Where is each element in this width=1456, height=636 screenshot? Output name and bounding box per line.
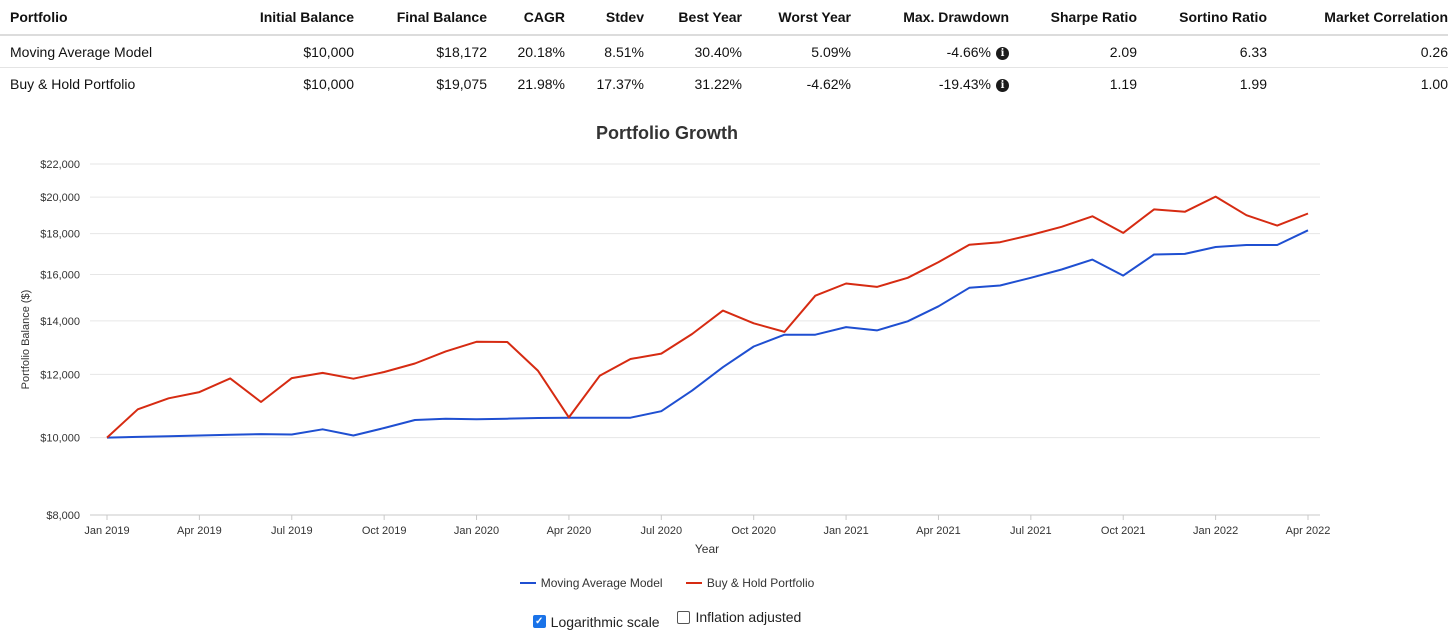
portfolio-growth-chart: $8,000 $10,000 $12,000 $14,000 $16,000 $18,00… xyxy=(20,159,1331,556)
x-tick-label: Oct 2021 xyxy=(1101,525,1146,537)
cell-portfolio: Buy & Hold Portfolio xyxy=(10,75,136,92)
series-line-buy-hold-portfolio xyxy=(106,195,1309,439)
y-tick-label: $10,000 xyxy=(40,433,80,445)
cell-sharpe-ratio: 2.09 xyxy=(1009,35,1137,68)
cell-max-drawdown: -4.66% i xyxy=(851,35,1009,68)
legend-label: Buy & Hold Portfolio xyxy=(706,576,815,590)
legend-item-buy-hold[interactable]: Buy & Hold Portfolio xyxy=(685,576,815,590)
max-drawdown-value: -19.43% xyxy=(938,75,991,92)
option-label: Logarithmic scale xyxy=(550,613,660,630)
cell-final-balance: $19,075 xyxy=(436,75,487,92)
cell-sortino-ratio: 1.99 xyxy=(1239,75,1267,92)
cell-initial-balance: $10,000 xyxy=(200,35,354,68)
x-tick-label: Jan 2021 xyxy=(823,525,868,537)
cell-portfolio: Moving Average Model xyxy=(0,35,200,68)
x-tick-label: Jan 2022 xyxy=(1193,525,1238,537)
y-tick-label: $20,000 xyxy=(40,192,80,204)
x-tick-label: Apr 2021 xyxy=(916,525,961,537)
legend-swatch xyxy=(519,582,536,584)
cell-cagr: 21.98% xyxy=(517,75,565,92)
logarithmic-scale-checkbox[interactable]: ✓ xyxy=(532,615,546,628)
cell-stdev: 8.51% xyxy=(565,35,644,68)
chart-title: Portfolio Growth xyxy=(596,123,738,143)
table-row: Buy & Hold Portfolio $10,000 $19,075 21.… xyxy=(0,68,1448,100)
header-sharpe-ratio: Sharpe Ratio xyxy=(1009,0,1137,36)
cell-cagr: 20.18% xyxy=(487,35,565,68)
chart-options: ✓ Logarithmic scale Inflation adjusted xyxy=(0,609,1334,630)
info-circle-icon[interactable]: i xyxy=(996,46,1009,60)
x-tick-label: Jan 2020 xyxy=(454,525,499,537)
y-tick-label: $8,000 xyxy=(46,510,80,522)
header-cagr: CAGR xyxy=(487,0,565,36)
summary-header-row: Portfolio Initial Balance Final Balance … xyxy=(0,0,1448,36)
x-tick-label: Oct 2019 xyxy=(362,525,407,537)
legend-item-moving-average[interactable]: Moving Average Model xyxy=(519,576,663,590)
logarithmic-scale-option[interactable]: ✓ Logarithmic scale xyxy=(532,613,660,630)
x-tick-label: Oct 2020 xyxy=(731,525,776,537)
cell-sortino-ratio: 6.33 xyxy=(1137,35,1267,68)
series-line-moving-average-model xyxy=(106,229,1309,439)
cell-sharpe-ratio: 1.19 xyxy=(1109,75,1137,92)
x-axis-title: Year xyxy=(695,542,719,556)
cell-market-correlation: 0.26 xyxy=(1267,35,1448,68)
max-drawdown-value: -4.66% xyxy=(946,43,991,60)
cell-final-balance: $18,172 xyxy=(354,35,487,68)
header-market-correlation: Market Correlation xyxy=(1267,0,1448,36)
cell-best-year: 31.22% xyxy=(694,75,742,92)
cell-initial-balance: $10,000 xyxy=(303,75,354,92)
legend-swatch xyxy=(685,582,702,584)
cell-market-correlation: 1.00 xyxy=(1420,75,1448,92)
header-portfolio: Portfolio xyxy=(0,0,200,36)
x-tick-label: Apr 2019 xyxy=(177,525,222,537)
header-worst-year: Worst Year xyxy=(742,0,851,36)
info-circle-icon[interactable]: i xyxy=(996,78,1009,92)
x-tick-label: Jul 2021 xyxy=(1010,525,1052,537)
y-axis-title: Portfolio Balance ($) xyxy=(20,290,32,390)
header-max-drawdown: Max. Drawdown xyxy=(851,0,1009,36)
chart-legend: Moving Average Model Buy & Hold Portfoli… xyxy=(0,573,1334,590)
y-tick-label: $14,000 xyxy=(40,316,80,328)
legend-label: Moving Average Model xyxy=(540,576,663,590)
header-final-balance: Final Balance xyxy=(354,0,487,36)
cell-best-year: 30.40% xyxy=(644,35,742,68)
cell-worst-year: -4.62% xyxy=(806,75,851,92)
inflation-adjusted-checkbox[interactable] xyxy=(677,610,691,624)
x-tick-label: Jul 2019 xyxy=(271,525,313,537)
cell-max-drawdown: -19.43% i xyxy=(851,68,1009,100)
x-tick-label: Jul 2020 xyxy=(641,525,683,537)
header-best-year: Best Year xyxy=(644,0,742,36)
cell-worst-year: 5.09% xyxy=(742,35,851,68)
y-tick-label: $22,000 xyxy=(40,159,80,171)
inflation-adjusted-option[interactable]: Inflation adjusted xyxy=(677,609,801,625)
y-tick-label: $12,000 xyxy=(40,369,80,381)
cell-stdev: 17.37% xyxy=(596,75,644,92)
summary-table: Portfolio Initial Balance Final Balance … xyxy=(0,0,1448,99)
table-row: Moving Average Model $10,000 $18,172 20.… xyxy=(0,35,1448,68)
x-tick-label: Apr 2020 xyxy=(547,525,592,537)
header-initial-balance: Initial Balance xyxy=(200,0,354,36)
y-tick-label: $16,000 xyxy=(40,269,80,281)
y-tick-label: $18,000 xyxy=(40,229,80,241)
header-sortino-ratio: Sortino Ratio xyxy=(1137,0,1267,36)
option-label: Inflation adjusted xyxy=(695,609,802,625)
header-stdev: Stdev xyxy=(565,0,644,36)
x-tick-label: Jan 2019 xyxy=(84,525,129,537)
x-tick-label: Apr 2022 xyxy=(1286,525,1331,537)
